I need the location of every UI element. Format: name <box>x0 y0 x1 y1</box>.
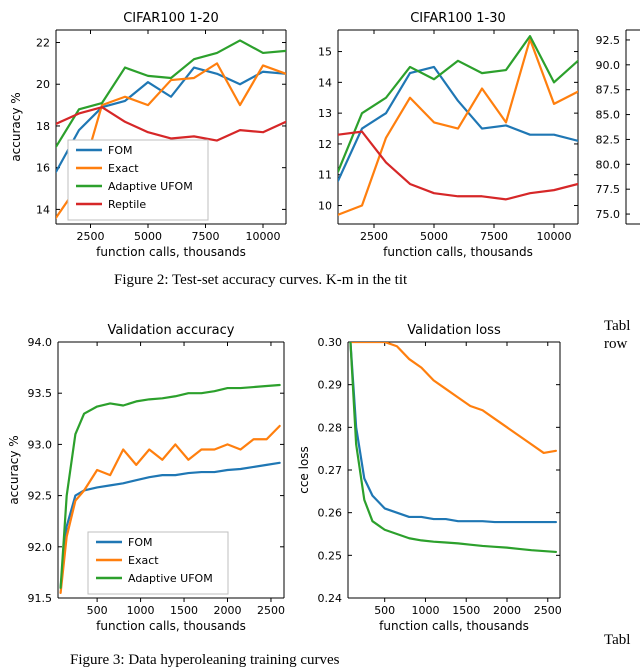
figure2-caption: Figure 2: Test-set accuracy curves. K-m … <box>114 272 407 289</box>
svg-text:15: 15 <box>318 46 332 59</box>
svg-text:1500: 1500 <box>170 604 198 617</box>
svg-text:CIFAR100 1-30: CIFAR100 1-30 <box>410 11 506 26</box>
chart-svg: 500 1000 1500 2000 2500 0.24 0.25 0.26 0.27 0.28 0… <box>292 318 568 640</box>
page-root: { "colors": { "fom": "#1f77b4", "exact":… <box>0 0 640 668</box>
svg-text:93.5: 93.5 <box>28 387 53 400</box>
svg-text:80.0: 80.0 <box>596 158 621 171</box>
chart-svg: 500 1000 1500 2000 2500 91.5 92.0 92.5 93.0 93.5 9… <box>2 318 292 640</box>
svg-text:0.27: 0.27 <box>318 464 343 477</box>
svg-text:16: 16 <box>36 162 50 175</box>
svg-text:94.0: 94.0 <box>28 336 53 349</box>
svg-text:function calls, thousands: function calls, thousands <box>379 619 529 633</box>
svg-text:Exact: Exact <box>108 162 139 175</box>
svg-text:75.0: 75.0 <box>596 208 621 221</box>
svg-text:5000: 5000 <box>420 230 448 243</box>
svg-text:2500: 2500 <box>257 604 285 617</box>
svg-text:FOM: FOM <box>108 144 132 157</box>
svg-text:function calls, thousands: function calls, thousands <box>96 245 246 259</box>
chart-cifar100-1-30: 2500 5000 7500 10000 10 11 12 13 14 15 CIFAR100 1-… <box>296 6 586 266</box>
svg-text:1000: 1000 <box>127 604 155 617</box>
chart-svg: 2500 5000 7500 10000 10 11 12 13 14 15 CIFAR100 1-… <box>296 6 586 266</box>
svg-text:500: 500 <box>87 604 108 617</box>
svg-text:18: 18 <box>36 120 50 133</box>
svg-text:function calls, thousands: function calls, thousands <box>383 245 533 259</box>
svg-text:Adaptive UFOM: Adaptive UFOM <box>128 572 213 585</box>
svg-text:CIFAR100 1-20: CIFAR100 1-20 <box>123 11 219 26</box>
svg-text:0.24: 0.24 <box>318 592 343 605</box>
svg-text:7500: 7500 <box>480 230 508 243</box>
svg-text:10: 10 <box>318 200 332 213</box>
axis-svg: 75.0 77.5 80.0 82.5 85.0 87.5 90.0 92.5 <box>586 6 640 266</box>
svg-text:Reptile: Reptile <box>108 198 146 211</box>
chart-validation-accuracy: 500 1000 1500 2000 2500 91.5 92.0 92.5 93.0 93.5 9… <box>2 318 292 640</box>
svg-text:1500: 1500 <box>452 604 480 617</box>
svg-text:0.26: 0.26 <box>318 507 343 520</box>
svg-text:cce loss: cce loss <box>297 446 311 494</box>
svg-text:Exact: Exact <box>128 554 159 567</box>
svg-text:87.5: 87.5 <box>596 84 621 97</box>
svg-text:accuracy %: accuracy % <box>7 435 21 504</box>
chart-svg: 2500 5000 7500 10000 14 16 18 20 22 CIFAR100 1-20… <box>4 6 294 266</box>
svg-text:22: 22 <box>36 37 50 50</box>
svg-text:77.5: 77.5 <box>596 183 621 196</box>
svg-text:20: 20 <box>36 78 50 91</box>
svg-text:82.5: 82.5 <box>596 133 621 146</box>
svg-text:14: 14 <box>318 76 332 89</box>
svg-text:10000: 10000 <box>537 230 572 243</box>
chart-cifar100-1-20: 2500 5000 7500 10000 14 16 18 20 22 CIFAR100 1-20… <box>4 6 294 266</box>
svg-text:2500: 2500 <box>77 230 105 243</box>
svg-text:accuracy %: accuracy % <box>9 92 23 161</box>
svg-text:2000: 2000 <box>214 604 242 617</box>
svg-text:92.5: 92.5 <box>28 490 53 503</box>
svg-text:90.0: 90.0 <box>596 59 621 72</box>
svg-text:0.30: 0.30 <box>318 336 343 349</box>
row-hint: row <box>604 336 627 353</box>
svg-text:13: 13 <box>318 107 332 120</box>
svg-text:0.28: 0.28 <box>318 421 343 434</box>
table-hint-2: Tabl <box>604 632 630 649</box>
svg-text:14: 14 <box>36 203 50 216</box>
table-hint: Tabl <box>604 318 630 335</box>
svg-text:500: 500 <box>374 604 395 617</box>
svg-text:function calls, thousands: function calls, thousands <box>96 619 246 633</box>
svg-text:2500: 2500 <box>534 604 562 617</box>
svg-text:92.0: 92.0 <box>28 541 53 554</box>
svg-text:0.25: 0.25 <box>318 549 343 562</box>
svg-text:91.5: 91.5 <box>28 592 53 605</box>
chart-right-axis-partial: 75.0 77.5 80.0 82.5 85.0 87.5 90.0 92.5 <box>586 6 640 266</box>
svg-text:Validation loss: Validation loss <box>407 323 501 338</box>
figure3-caption-partial: Figure 3: Data hyperoleaning training cu… <box>70 652 340 668</box>
svg-text:92.5: 92.5 <box>596 34 621 47</box>
svg-text:2000: 2000 <box>493 604 521 617</box>
svg-text:5000: 5000 <box>134 230 162 243</box>
chart-validation-loss: 500 1000 1500 2000 2500 0.24 0.25 0.26 0.27 0.28 0… <box>292 318 568 640</box>
svg-text:93.0: 93.0 <box>28 438 53 451</box>
svg-text:10000: 10000 <box>246 230 281 243</box>
svg-text:7500: 7500 <box>192 230 220 243</box>
svg-text:Validation accuracy: Validation accuracy <box>108 323 235 338</box>
svg-text:0.29: 0.29 <box>318 379 343 392</box>
svg-text:1000: 1000 <box>411 604 439 617</box>
svg-text:FOM: FOM <box>128 536 152 549</box>
svg-text:85.0: 85.0 <box>596 109 621 122</box>
svg-text:2500: 2500 <box>360 230 388 243</box>
svg-text:11: 11 <box>318 169 332 182</box>
svg-text:12: 12 <box>318 138 332 151</box>
svg-text:Adaptive UFOM: Adaptive UFOM <box>108 180 193 193</box>
